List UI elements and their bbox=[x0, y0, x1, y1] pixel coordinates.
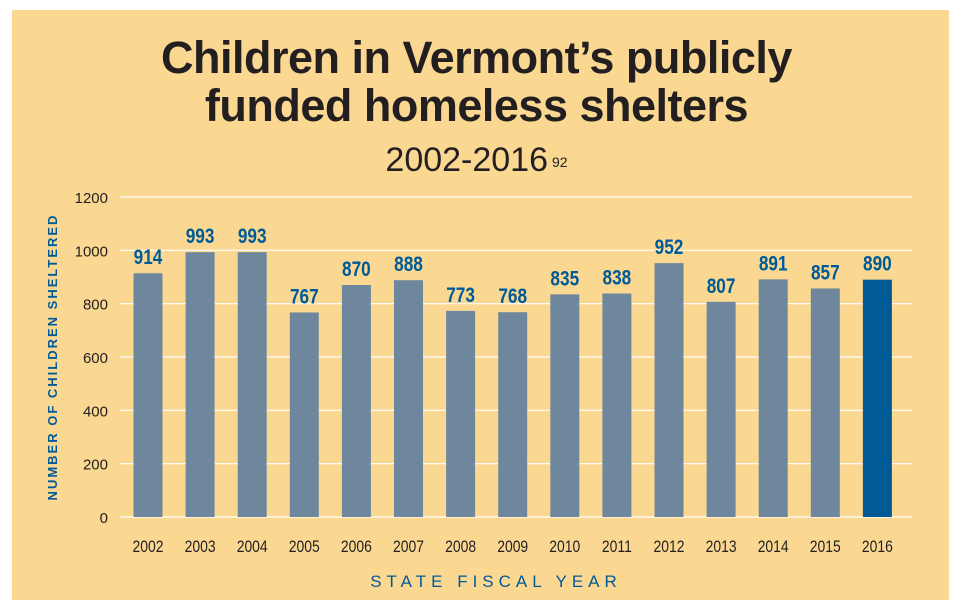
data-label: 952 bbox=[655, 237, 684, 260]
chart-title: Children in Vermont’s publicly funded ho… bbox=[0, 34, 953, 130]
bar bbox=[654, 263, 684, 517]
bar bbox=[602, 293, 632, 517]
data-label: 993 bbox=[186, 226, 215, 249]
x-tick-label: 2015 bbox=[810, 538, 841, 557]
x-tick-label: 2009 bbox=[497, 538, 528, 557]
data-label: 767 bbox=[290, 286, 319, 309]
x-tick-label: 2006 bbox=[341, 538, 372, 557]
y-tick-label: 1000 bbox=[75, 243, 108, 260]
data-label: 993 bbox=[238, 226, 267, 249]
data-label: 835 bbox=[550, 268, 579, 291]
bar bbox=[446, 310, 476, 517]
data-label: 807 bbox=[707, 275, 736, 298]
chart-subtitle: 2002-2016 92 bbox=[0, 140, 953, 180]
x-tick-label: 2011 bbox=[602, 538, 632, 557]
data-label: 888 bbox=[394, 254, 423, 277]
bar bbox=[289, 312, 319, 517]
subtitle-footnote: 92 bbox=[552, 154, 568, 170]
y-tick-label: 1200 bbox=[75, 190, 108, 207]
x-tick-label: 2014 bbox=[758, 538, 789, 557]
data-label: 857 bbox=[811, 262, 840, 285]
x-tick-label: 2010 bbox=[549, 538, 580, 557]
bar bbox=[341, 285, 371, 517]
bar bbox=[862, 279, 892, 517]
chart-background bbox=[12, 10, 949, 600]
data-label: 890 bbox=[863, 253, 892, 276]
data-label: 773 bbox=[446, 284, 475, 307]
bar bbox=[237, 252, 267, 517]
y-tick-label: 200 bbox=[83, 457, 108, 474]
data-label: 838 bbox=[603, 267, 632, 290]
subtitle-years: 2002-2016 bbox=[385, 141, 549, 179]
x-tick-label: 2013 bbox=[706, 538, 737, 557]
bar bbox=[394, 280, 423, 517]
x-tick-label: 2008 bbox=[445, 538, 476, 557]
x-tick-label: 2002 bbox=[133, 538, 164, 557]
x-axis-title: STATE FISCAL YEAR bbox=[370, 572, 622, 591]
data-label: 870 bbox=[342, 259, 371, 282]
y-tick-label: 400 bbox=[83, 403, 108, 420]
x-tick-label: 2012 bbox=[654, 538, 685, 557]
y-axis-title: NUMBER OF CHILDREN SHELTERED bbox=[45, 214, 60, 501]
data-label: 914 bbox=[134, 247, 163, 270]
chart-title-line2: funded homeless shelters bbox=[204, 80, 749, 131]
x-tick-label: 2003 bbox=[185, 538, 216, 557]
bar bbox=[185, 252, 215, 517]
y-tick-label: 800 bbox=[83, 297, 108, 314]
data-label: 891 bbox=[759, 253, 788, 276]
bar bbox=[810, 288, 840, 517]
x-tick-label: 2004 bbox=[237, 538, 268, 557]
chart-title-line1: Children in Vermont’s publicly bbox=[161, 32, 792, 83]
bar bbox=[550, 294, 580, 517]
x-tick-label: 2007 bbox=[393, 538, 424, 557]
bar bbox=[498, 312, 528, 517]
y-tick-label: 600 bbox=[83, 350, 108, 367]
bar bbox=[706, 301, 736, 517]
x-tick-label: 2005 bbox=[289, 538, 320, 557]
y-tick-label: 0 bbox=[100, 510, 108, 527]
bar bbox=[758, 279, 788, 517]
bar bbox=[133, 273, 163, 517]
x-tick-label: 2016 bbox=[862, 538, 893, 557]
data-label: 768 bbox=[498, 286, 527, 309]
